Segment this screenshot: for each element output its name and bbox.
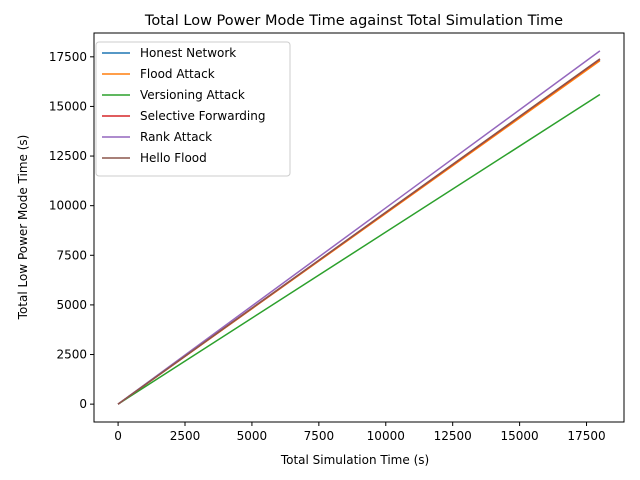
x-tick-label: 17500: [567, 429, 605, 443]
chart-title: Total Low Power Mode Time against Total …: [144, 13, 563, 29]
y-tick-label: 15000: [49, 99, 87, 113]
legend-label: Versioning Attack: [140, 88, 245, 102]
x-tick-label: 10000: [367, 429, 405, 443]
series-line-6: [117, 58, 601, 405]
legend: Honest Network Flood Attack Versioning Att…: [95, 41, 291, 177]
y-tick-label: 7500: [56, 248, 87, 262]
x-tick-label: 7500: [304, 429, 335, 443]
legend-label: Rank Attack: [140, 130, 212, 144]
x-tick-label: 0: [114, 429, 122, 443]
x-axis: 0 2500 5000 7500 10000 12500 15000 17500: [114, 422, 606, 443]
x-tick-label: 15000: [501, 429, 539, 443]
y-tick-label: 2500: [56, 348, 87, 362]
legend-label: Selective Forwarding: [140, 109, 265, 123]
y-tick-label: 5000: [56, 298, 87, 312]
y-tick-label: 12500: [49, 149, 87, 163]
legend-label: Hello Flood: [140, 151, 207, 165]
legend-label: Flood Attack: [140, 67, 215, 81]
series-line-3: [117, 93, 601, 405]
legend-label: Honest Network: [140, 46, 236, 60]
legend-box: [95, 41, 291, 177]
plot-area: [117, 50, 601, 405]
y-axis-label: Total Low Power Mode Time (s): [16, 135, 30, 321]
plot-frame: [93, 32, 625, 423]
series-line-5: [117, 50, 601, 405]
y-tick-label: 10000: [49, 199, 87, 213]
y-axis: 0 2500 5000 7500 10000 12500 15000 17500: [49, 50, 94, 411]
y-tick-label: 17500: [49, 50, 87, 64]
y-tick-label: 0: [79, 397, 87, 411]
x-tick-label: 2500: [170, 429, 201, 443]
x-axis-label: Total Simulation Time (s): [280, 453, 429, 467]
x-tick-label: 5000: [237, 429, 268, 443]
x-tick-label: 12500: [434, 429, 472, 443]
